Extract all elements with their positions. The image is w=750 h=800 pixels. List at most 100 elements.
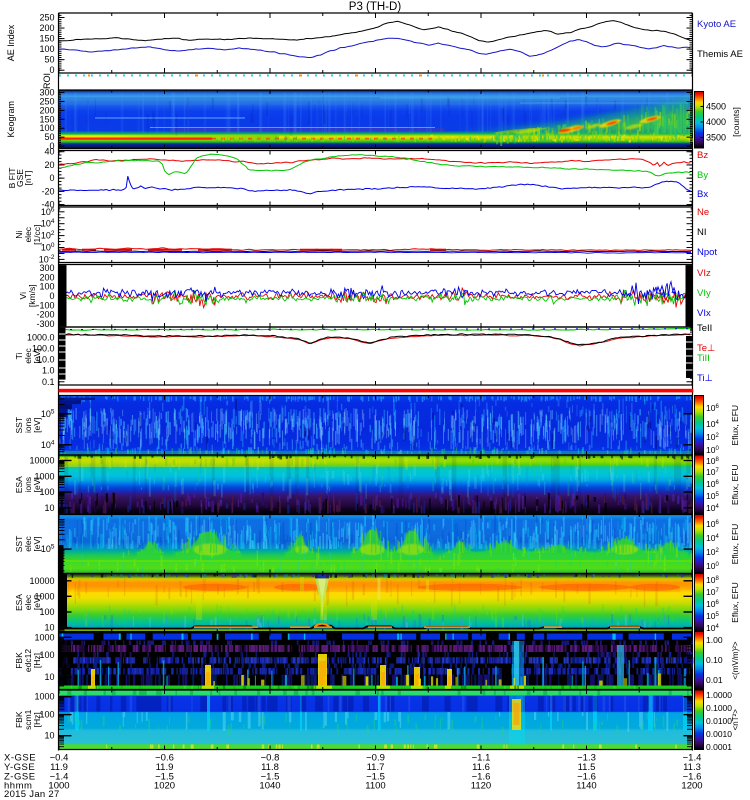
svg-text:1000.0: 1000.0: [27, 333, 55, 343]
svg-text:100.0: 100.0: [32, 344, 55, 354]
svg-text:0.0010: 0.0010: [706, 729, 732, 739]
svg-text:50: 50: [44, 132, 54, 142]
svg-text:106: 106: [706, 599, 719, 609]
svg-text:ESA: ESA: [14, 594, 24, 611]
svg-text:−1.6: −1.6: [472, 772, 491, 783]
svg-text:[eV]: [eV]: [32, 418, 42, 433]
svg-text:[Hz]: [Hz]: [32, 653, 42, 668]
svg-text:0.1000: 0.1000: [706, 703, 732, 713]
svg-text:−0.8: −0.8: [261, 753, 280, 764]
svg-text:<nT²>: <nT²>: [731, 709, 740, 731]
svg-text:1000: 1000: [48, 781, 69, 792]
svg-text:1.00: 1.00: [706, 635, 723, 645]
svg-text:0: 0: [49, 65, 54, 75]
svg-text:<(mV/m)²>: <(mV/m)²>: [731, 641, 740, 680]
svg-text:elec: elec: [23, 594, 33, 610]
svg-text:VIz: VIz: [697, 268, 711, 279]
svg-text:[Hz]: [Hz]: [32, 712, 42, 727]
svg-text:1000: 1000: [34, 692, 54, 702]
svg-text:11.8: 11.8: [261, 762, 279, 773]
svg-text:100: 100: [39, 123, 54, 133]
svg-text:−0.9: −0.9: [366, 753, 385, 764]
svg-text:106: 106: [706, 403, 719, 413]
svg-text:100: 100: [39, 710, 54, 720]
svg-text:−1.6: −1.6: [683, 772, 702, 783]
svg-text:100: 100: [41, 242, 55, 253]
svg-text:VIy: VIy: [697, 288, 711, 299]
svg-text:104: 104: [41, 439, 55, 450]
svg-text:[nT]: [nT]: [23, 171, 33, 186]
svg-text:100: 100: [39, 282, 54, 292]
svg-text:1000: 1000: [34, 591, 54, 601]
svg-text:ions: ions: [23, 477, 33, 493]
svg-text:106: 106: [41, 206, 55, 217]
svg-text:−1.5: −1.5: [261, 772, 280, 783]
svg-text:−1.4: −1.4: [683, 753, 702, 764]
svg-text:102: 102: [706, 547, 719, 557]
svg-text:4500: 4500: [706, 102, 726, 112]
svg-text:Vi: Vi: [18, 292, 28, 300]
svg-text:1020: 1020: [154, 781, 175, 792]
svg-text:100: 100: [39, 487, 54, 497]
svg-text:−0.4: −0.4: [50, 753, 69, 764]
svg-text:Keogram: Keogram: [6, 101, 16, 138]
svg-text:106: 106: [706, 479, 719, 489]
svg-text:10000: 10000: [29, 576, 54, 586]
svg-text:150: 150: [39, 114, 54, 124]
svg-text:0.01: 0.01: [706, 675, 723, 685]
svg-text:104: 104: [706, 623, 719, 633]
svg-text:-20: -20: [41, 186, 54, 196]
svg-text:B FIT: B FIT: [7, 168, 17, 189]
svg-text:0.1: 0.1: [42, 377, 55, 387]
svg-text:20: 20: [44, 160, 54, 170]
svg-text:200: 200: [39, 272, 54, 282]
svg-text:ESA: ESA: [14, 476, 24, 493]
svg-text:0: 0: [49, 141, 54, 151]
svg-text:elec: elec: [23, 535, 33, 551]
svg-text:11.5: 11.5: [578, 762, 596, 773]
svg-text:102: 102: [706, 432, 719, 442]
svg-text:105: 105: [41, 408, 55, 419]
svg-text:104: 104: [706, 419, 719, 429]
svg-text:250: 250: [39, 13, 54, 23]
svg-text:100: 100: [39, 44, 54, 54]
svg-text:10.0: 10.0: [37, 355, 55, 365]
svg-text:−1.1: −1.1: [472, 753, 491, 764]
svg-text:1000: 1000: [34, 471, 54, 481]
svg-text:104: 104: [706, 533, 719, 543]
svg-text:[eV]: [eV]: [32, 477, 42, 492]
svg-text:107: 107: [706, 587, 719, 597]
svg-text:-100: -100: [36, 300, 54, 310]
svg-text:40: 40: [44, 147, 54, 157]
svg-text:Eflux, EFU: Eflux, EFU: [730, 405, 740, 446]
svg-text:edc12: edc12: [23, 649, 33, 672]
svg-text:ions: ions: [23, 417, 33, 433]
svg-text:GSE: GSE: [15, 169, 25, 187]
svg-text:100: 100: [706, 445, 719, 455]
svg-text:0.0100: 0.0100: [706, 716, 732, 726]
svg-text:100: 100: [39, 650, 54, 660]
svg-text:Npot: Npot: [697, 247, 717, 258]
svg-text:105: 105: [706, 611, 719, 621]
svg-text:1000: 1000: [34, 632, 54, 642]
svg-text:Themis AE: Themis AE: [697, 49, 743, 60]
svg-text:Eflux, EFU: Eflux, EFU: [730, 464, 740, 505]
svg-text:102: 102: [41, 230, 55, 241]
svg-text:108: 108: [706, 575, 719, 585]
svg-text:10: 10: [44, 623, 54, 633]
svg-text:10: 10: [44, 672, 54, 682]
svg-text:FBK: FBK: [14, 652, 24, 669]
svg-text:SST: SST: [14, 536, 24, 553]
svg-text:elec: elec: [23, 226, 33, 242]
svg-text:0: 0: [49, 173, 54, 183]
svg-text:150: 150: [39, 34, 54, 44]
svg-text:[counts]: [counts]: [731, 107, 741, 137]
svg-text:200: 200: [39, 23, 54, 33]
svg-text:−1.3: −1.3: [577, 753, 596, 764]
svg-text:-40: -40: [41, 200, 54, 210]
svg-text:105: 105: [706, 491, 719, 501]
svg-text:By: By: [697, 170, 708, 181]
svg-text:P3 (TH-D): P3 (TH-D): [349, 1, 402, 13]
svg-text:[eV]: [eV]: [32, 595, 42, 610]
svg-text:VIx: VIx: [697, 308, 711, 319]
